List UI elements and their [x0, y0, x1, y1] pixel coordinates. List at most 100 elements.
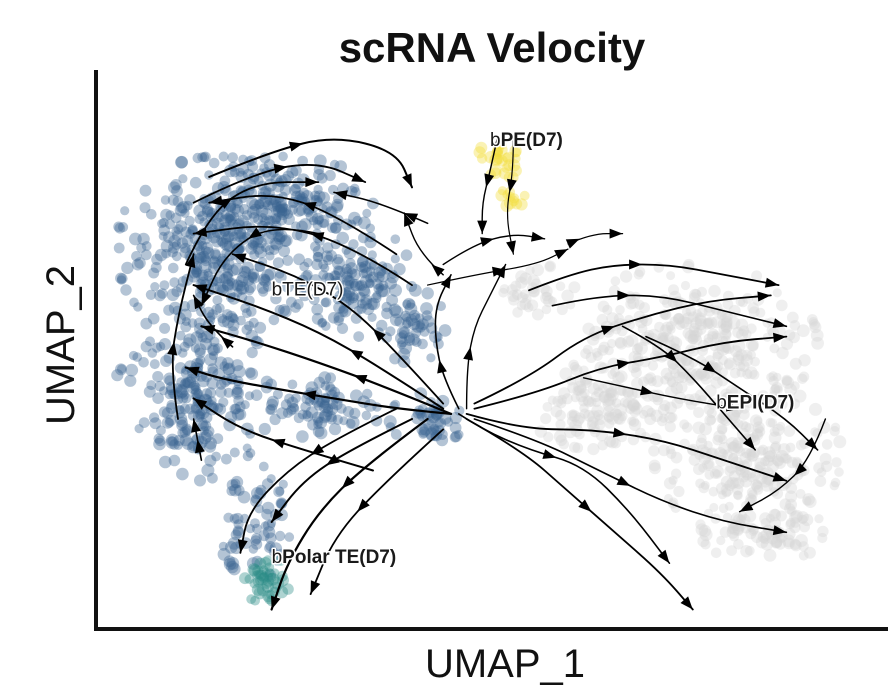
cell-point [630, 402, 643, 415]
cell-point [557, 394, 567, 405]
cell-point [201, 206, 214, 218]
cell-point [519, 272, 532, 285]
cell-point [775, 450, 789, 463]
cell-point [814, 514, 824, 524]
cell-point [212, 402, 224, 414]
cell-point [256, 583, 270, 597]
cell-point [511, 198, 523, 210]
cell-point [810, 329, 824, 342]
cell-point [249, 199, 261, 211]
cell-point [151, 342, 162, 353]
cell-point [781, 375, 792, 386]
cell-point [569, 441, 581, 453]
streamline-arrow [772, 525, 787, 536]
cell-point [695, 355, 707, 366]
cell-point [703, 440, 713, 451]
cell-point [790, 517, 801, 528]
cell-point [515, 198, 528, 211]
cell-point [721, 316, 733, 328]
cell-point [223, 387, 234, 398]
cell-point [619, 270, 633, 283]
cell-point [214, 281, 227, 294]
cell-point [266, 398, 279, 411]
cell-point [606, 386, 618, 398]
cell-point [685, 373, 696, 384]
cell-point [402, 316, 414, 328]
cell-point [510, 164, 522, 177]
cell-point [356, 303, 367, 314]
cell-point [258, 422, 271, 436]
cell-point [233, 226, 247, 239]
cell-point [763, 549, 777, 562]
cell-point [572, 414, 584, 427]
cell-point [210, 249, 222, 261]
cell-point [229, 203, 241, 215]
cell-point [160, 208, 173, 221]
cell-point [613, 313, 625, 324]
streamline-19 [239, 407, 398, 554]
cell-point [129, 232, 142, 246]
cell-point [804, 495, 817, 508]
cell-point [216, 255, 228, 268]
cell-point [270, 213, 281, 225]
cell-point [332, 256, 345, 270]
cell-point [602, 304, 613, 315]
cell-point [248, 317, 259, 328]
cell-point [712, 348, 724, 360]
cell-point [176, 202, 187, 214]
cell-point [738, 420, 749, 430]
cell-point [579, 403, 589, 413]
cell-point [329, 386, 341, 398]
cell-point [296, 205, 307, 216]
cell-point [193, 343, 207, 356]
cell-point [164, 418, 175, 428]
cell-point [712, 434, 723, 446]
cell-point [232, 198, 243, 209]
cell-point [164, 389, 175, 400]
streamline-arrow [341, 475, 355, 489]
cell-point [195, 245, 206, 255]
cell-point [713, 361, 724, 372]
cell-point [744, 448, 756, 461]
cell-point [237, 215, 249, 227]
cell-point [668, 335, 680, 348]
cell-point [167, 194, 179, 206]
cell-point [679, 419, 690, 430]
cell-point [748, 489, 758, 500]
cell-point [613, 413, 624, 425]
cell-point [327, 222, 338, 234]
cell-point [244, 281, 257, 294]
cell-point [248, 272, 260, 284]
cell-point [410, 312, 421, 323]
cell-point [355, 292, 366, 302]
cell-point [736, 328, 749, 341]
cell-point [716, 309, 727, 321]
cell-point [760, 533, 771, 545]
cell-point [262, 526, 276, 539]
cell-point [738, 514, 751, 526]
cell-point [165, 433, 179, 447]
cell-point [682, 328, 694, 339]
cell-point [291, 229, 303, 241]
cell-point [813, 462, 825, 474]
cell-point [781, 374, 793, 386]
cell-point [227, 319, 240, 332]
cell-point [390, 254, 400, 264]
cell-point [250, 389, 263, 402]
cell-point [200, 242, 214, 255]
cell-point [733, 490, 743, 501]
cell-point [217, 313, 228, 324]
cell-point [423, 419, 436, 432]
cell-point [323, 254, 334, 266]
cell-point [236, 243, 246, 253]
cell-point [138, 417, 150, 428]
streamline-11 [333, 191, 429, 225]
cell-point [454, 429, 464, 440]
cell-point [232, 386, 243, 398]
cell-point [220, 271, 234, 285]
cell-point [246, 347, 258, 359]
cell-point [251, 487, 264, 500]
cell-point [594, 414, 606, 425]
cell-point [199, 426, 209, 436]
cell-point [531, 308, 544, 321]
